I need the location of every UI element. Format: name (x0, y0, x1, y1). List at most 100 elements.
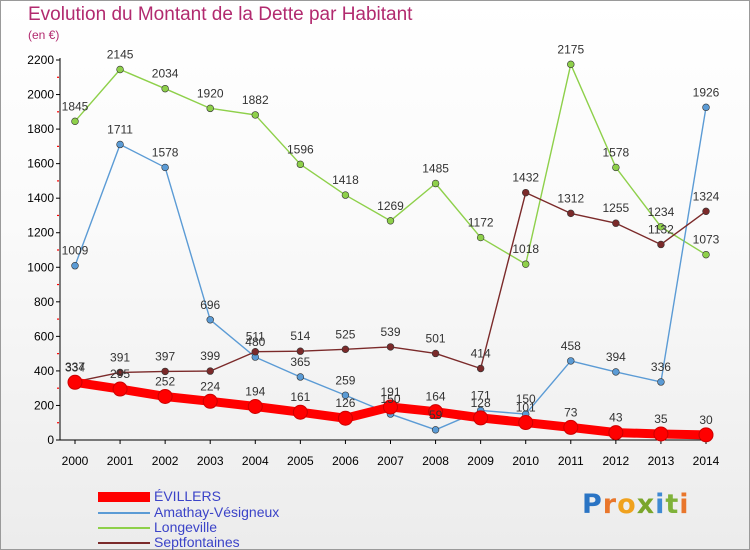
series-2 (71, 60, 710, 268)
data-label: 337 (65, 360, 85, 374)
data-label: 43 (609, 411, 623, 425)
data-point (116, 140, 124, 149)
data-label: 295 (110, 367, 130, 381)
data-point (608, 425, 624, 441)
data-point (386, 343, 395, 351)
data-point (206, 367, 214, 375)
data-label: 1920 (197, 86, 224, 100)
data-point (476, 364, 485, 373)
y-tick-label: 1400 (27, 191, 54, 205)
data-point (161, 163, 169, 172)
data-label: 365 (290, 355, 310, 369)
data-point (612, 163, 620, 172)
data-point (383, 399, 398, 415)
data-label: 2145 (107, 48, 134, 62)
data-label: 397 (155, 349, 175, 363)
data-point (431, 179, 440, 188)
data-point (206, 316, 214, 324)
data-point (657, 223, 665, 231)
data-label: 59 (429, 408, 443, 422)
x-tick-label: 2012 (603, 454, 630, 468)
data-label: 35 (654, 412, 668, 426)
data-point (341, 345, 350, 354)
logo-letter: x (636, 489, 656, 520)
data-label: 336 (651, 360, 671, 374)
data-label: 1711 (107, 122, 133, 136)
logo-letter: P (582, 489, 603, 520)
data-label: 1073 (693, 233, 720, 247)
data-point (296, 347, 305, 355)
data-label: 126 (335, 396, 355, 410)
legend-label: Amathay-Vésigneux (154, 504, 280, 520)
data-label: 1018 (512, 242, 539, 256)
data-point (296, 373, 305, 381)
x-tick-label: 2011 (558, 454, 584, 468)
data-point (206, 104, 214, 113)
data-point (251, 111, 259, 119)
x-tick-label: 2009 (467, 454, 494, 468)
data-label: 1312 (557, 191, 584, 205)
logo-letter: t (665, 489, 680, 520)
data-label: 1578 (603, 145, 630, 159)
x-tick-label: 2001 (107, 454, 134, 468)
data-label: 191 (380, 385, 400, 399)
data-label: 194 (245, 384, 265, 398)
data-label: 30 (699, 413, 713, 427)
data-point (157, 388, 173, 404)
data-label: 414 (471, 346, 491, 360)
data-point (657, 378, 665, 386)
data-point (476, 233, 485, 242)
data-point (702, 207, 710, 216)
chart-unit-label: (en €) (28, 28, 60, 42)
data-label: 259 (335, 373, 355, 387)
data-point (112, 381, 128, 397)
x-tick-label: 2007 (377, 454, 404, 468)
data-label: 1132 (648, 222, 674, 236)
chart-title: Evolution du Montant de la Dette par Hab… (28, 4, 413, 25)
data-point (612, 219, 620, 227)
data-label: 511 (246, 330, 265, 344)
data-point (428, 404, 444, 420)
y-tick-label: 2200 (27, 53, 54, 67)
legend-swatch (98, 542, 150, 544)
data-label: 334 (65, 360, 85, 374)
y-tick-label: 800 (34, 295, 54, 309)
data-label: 1485 (422, 162, 449, 176)
data-label: 1926 (693, 85, 720, 99)
series-labels-0: 334 295 252 224 194 161 126 191 164 128 101 73 43 35 3… (65, 360, 713, 427)
data-point (702, 250, 710, 259)
data-label: 1845 (62, 99, 89, 113)
data-label: 1578 (152, 145, 179, 159)
data-label: 128 (471, 396, 491, 410)
data-point (567, 60, 575, 69)
legend-label: Septfontaines (154, 534, 240, 550)
data-label: 101 (516, 401, 536, 415)
y-tick-label: 600 (34, 329, 54, 343)
data-label: 1172 (468, 216, 494, 230)
data-point (337, 410, 353, 426)
x-tick-label: 2014 (693, 454, 720, 468)
y-tick-label: 1000 (27, 260, 54, 274)
data-point (522, 188, 530, 197)
data-point (161, 367, 169, 376)
data-label: 224 (200, 379, 220, 393)
x-tick-label: 2005 (287, 454, 314, 468)
data-label: 394 (606, 350, 626, 364)
legend-swatch (98, 527, 150, 529)
y-tick-label: 400 (34, 364, 54, 378)
data-point (431, 426, 440, 434)
x-tick-label: 2010 (512, 454, 539, 468)
data-point (612, 368, 620, 376)
x-tick-label: 2004 (242, 454, 269, 468)
data-label: 1009 (62, 244, 89, 258)
data-label: 2175 (557, 42, 584, 56)
data-point (247, 398, 263, 414)
data-point (161, 84, 169, 93)
series-labels-2: 1845 2145 2034 1920 1882 1596 1418 1269 1485 1172… (62, 42, 720, 256)
data-label: 514 (290, 329, 310, 343)
x-tick-label: 2008 (422, 454, 449, 468)
proxiti-logo: Proxiti (582, 489, 690, 520)
data-label: 2034 (152, 67, 179, 81)
data-label: 1432 (512, 171, 539, 185)
